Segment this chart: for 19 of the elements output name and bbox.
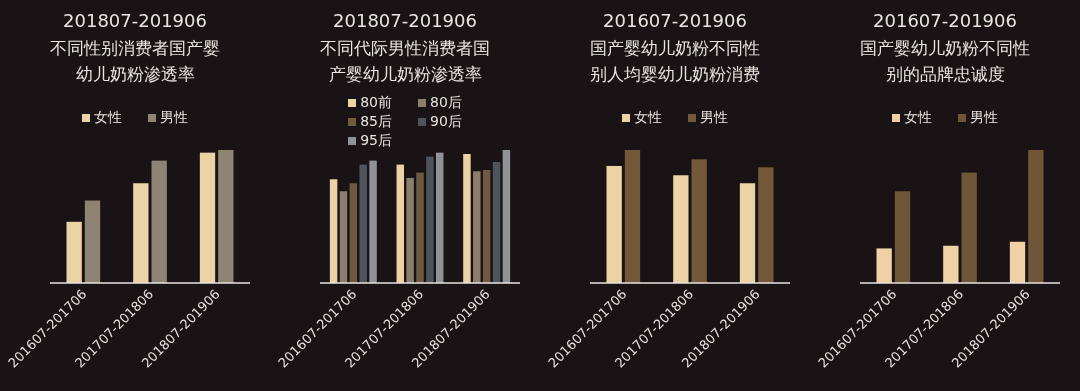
chart-subtitle: 国产婴幼儿奶粉不同性别的品牌忠诚度 (859, 38, 1031, 86)
legend-label: 男性 (969, 108, 998, 127)
chart-subtitle: 不同性别消费者国产婴幼儿奶粉渗透率 (49, 38, 221, 86)
chart-title: 201607-201906 (602, 10, 748, 31)
legend-label: 女性 (633, 108, 662, 127)
legend-label: 80前 (359, 93, 392, 112)
legend-label: 男性 (699, 108, 728, 127)
legend-label: 男性 (159, 108, 188, 127)
legend-label: 女性 (93, 108, 122, 127)
legend-label: 95后 (359, 131, 392, 150)
chart-subtitle: 国产婴幼儿奶粉不同性别人均婴幼儿奶粉消费 (589, 38, 761, 86)
legend-label: 80后 (429, 93, 462, 112)
chart-title: 201807-201906 (332, 10, 478, 31)
chart-title: 201807-201906 (62, 10, 208, 31)
chart-subtitle: 不同代际男性消费者国产婴幼儿奶粉渗透率 (319, 38, 491, 86)
legend-label: 女性 (903, 108, 932, 127)
chart-title: 201607-201906 (872, 10, 1018, 31)
legend-label: 85后 (359, 112, 392, 131)
legend-label: 90后 (429, 112, 462, 131)
